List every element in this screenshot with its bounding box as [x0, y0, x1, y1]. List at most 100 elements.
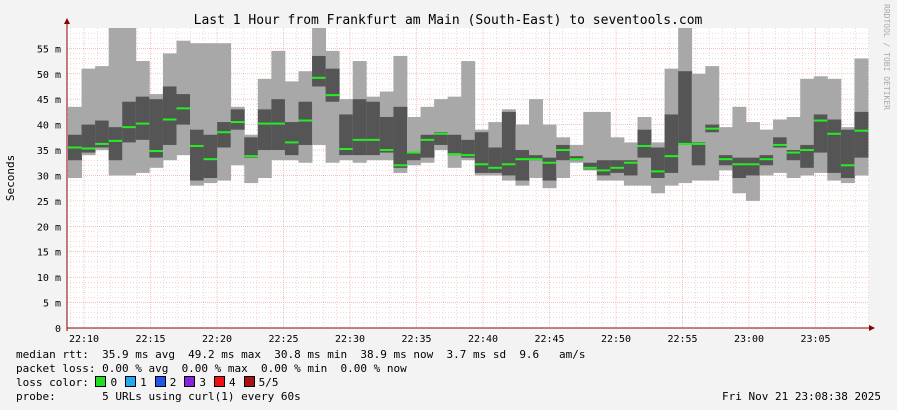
x-tick-label: 22:20: [202, 334, 232, 345]
smoke-core-bar: [488, 147, 503, 173]
y-tick-label: 25 m: [37, 197, 61, 208]
smoke-core-bar: [474, 132, 489, 173]
smoke-core-bar: [352, 99, 367, 156]
y-tick-label: 20 m: [37, 222, 61, 233]
median-marker: [217, 131, 232, 134]
smoke-core-bar: [610, 160, 625, 173]
median-marker: [745, 163, 760, 166]
x-tick-label: 23:05: [800, 334, 830, 345]
median-marker: [379, 149, 394, 152]
smoke-range-bar: [447, 96, 462, 168]
x-tick-label: 22:10: [69, 334, 99, 345]
smoke-core-bar: [759, 155, 774, 166]
median-marker: [664, 155, 679, 158]
median-marker: [596, 169, 611, 172]
median-marker: [529, 158, 543, 161]
median-marker: [325, 94, 340, 97]
smoke-core-bar: [556, 144, 571, 161]
x-tick-label: 22:55: [667, 334, 697, 345]
smoke-core-bar: [745, 157, 760, 176]
smoke-range-bar: [325, 50, 340, 163]
median-marker: [149, 150, 164, 153]
smoke-core-bar: [732, 157, 747, 178]
loss-color-item: 1: [125, 376, 147, 389]
loss-color-swatch: [95, 376, 107, 387]
smoke-core-bar: [678, 71, 693, 145]
smoke-range-bar: [759, 129, 774, 176]
smoke-core-bar: [854, 111, 869, 158]
median-marker: [352, 138, 367, 141]
loss-color-swatches: 0 1 2 3 4 5/5: [89, 376, 287, 389]
smoke-core-bar: [366, 101, 381, 156]
median-marker: [203, 158, 218, 161]
median-marker: [190, 144, 204, 147]
smoke-core-bar: [271, 99, 286, 151]
loss-color-swatch: [125, 376, 137, 387]
smoke-core-bar: [149, 99, 164, 158]
smoke-core-bar: [800, 144, 815, 168]
loss-color-item: 0: [89, 376, 117, 389]
median-marker: [651, 170, 666, 173]
smoke-range-bar: [529, 99, 543, 178]
smoke-core-bar: [312, 55, 327, 87]
median-marker: [474, 163, 489, 166]
median-rtt-line: median rtt: 35.9 ms avg 49.2 ms max 30.8…: [16, 348, 586, 361]
median-marker: [501, 163, 516, 166]
smoke-core-bar: [257, 109, 272, 151]
y-axis-arrow: [64, 18, 70, 24]
generated-timestamp: Fri Nov 21 23:08:38 2025: [722, 390, 881, 403]
x-tick-label: 23:00: [734, 334, 764, 345]
y-tick-label: 5 m: [43, 299, 61, 310]
smoke-core-bar: [501, 111, 516, 176]
smoke-core-bar: [203, 134, 218, 178]
y-tick-label: 35 m: [37, 146, 61, 157]
y-axis-label: Seconds: [4, 155, 17, 201]
smoke-core-bar: [81, 124, 96, 153]
smoke-core-bar: [176, 94, 191, 125]
median-marker: [244, 155, 259, 158]
median-marker: [135, 122, 150, 125]
median-marker: [800, 149, 815, 152]
y-tick-label: 40 m: [37, 121, 61, 132]
loss-color-swatch: [243, 376, 255, 387]
smoke-core-bar: [827, 119, 842, 173]
median-marker: [623, 161, 638, 164]
y-tick-label: 30 m: [37, 171, 61, 182]
smoke-core-bar: [813, 114, 828, 153]
median-marker: [312, 76, 327, 79]
x-tick-label: 22:25: [268, 334, 298, 345]
y-tick-label: 10 m: [37, 273, 61, 284]
smoke-core-bar: [406, 152, 421, 161]
y-tick-label: 15 m: [37, 248, 61, 259]
median-marker: [406, 151, 421, 154]
smoke-core-bar: [786, 150, 801, 161]
smoke-core-bar: [461, 139, 476, 158]
median-marker: [813, 119, 828, 122]
loss-color-swatch-label: 3: [199, 376, 206, 389]
smoke-core-bar: [651, 147, 666, 178]
median-marker: [271, 122, 286, 125]
loss-color-item: 4: [213, 376, 236, 389]
median-marker: [393, 164, 408, 167]
median-marker: [569, 158, 584, 161]
smoke-core-bar: [664, 114, 679, 173]
packet-loss-line: packet loss: 0.00 % avg 0.00 % max 0.00 …: [16, 362, 407, 375]
smoke-range-bar: [610, 137, 625, 181]
smoke-range-bar: [786, 116, 801, 178]
median-marker: [230, 121, 245, 124]
smoke-core-bar: [420, 134, 435, 158]
loss-color-swatch: [184, 376, 196, 387]
loss-color-swatch-label: 2: [169, 376, 177, 389]
smoke-core-bar: [244, 137, 259, 158]
loss-color-item: 2: [154, 376, 177, 389]
median-marker: [176, 107, 191, 110]
smoke-core-bar: [691, 142, 706, 166]
smoke-core-bar: [298, 101, 313, 145]
x-tick-label: 22:15: [135, 334, 165, 345]
smoke-core-bar: [393, 106, 408, 168]
x-tick-label: 22:40: [468, 334, 498, 345]
median-marker: [81, 147, 96, 150]
median-marker: [854, 129, 869, 132]
axes: 0 5 m 10 m 15 m 20 m 25 m 30 m 35 m 40 m 45 m 50 m…: [37, 18, 875, 345]
median-marker: [678, 142, 693, 145]
